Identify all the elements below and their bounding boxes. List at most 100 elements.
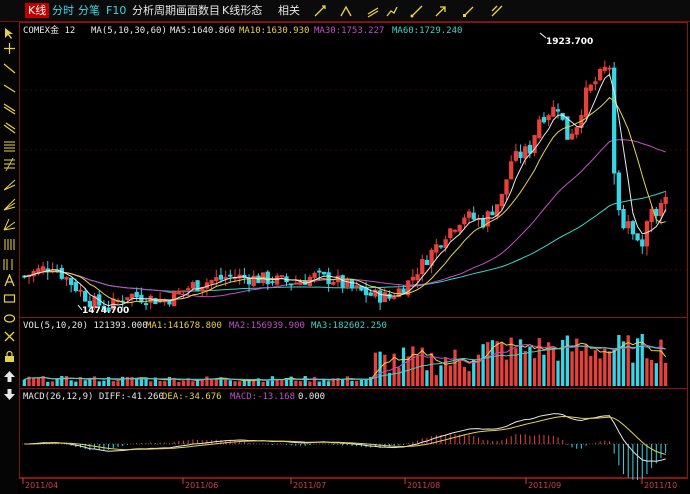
tab-period[interactable]: 分析周期 (132, 4, 176, 17)
candle-body (504, 179, 509, 195)
volume-bar (125, 377, 129, 386)
tab-related[interactable]: 相关 (278, 4, 300, 17)
volume-bars (22, 334, 668, 386)
volume-bar (355, 380, 359, 386)
channel-draw-icon[interactable] (3, 102, 16, 115)
volume-bar (570, 351, 574, 386)
volume-ma3-legend: MA3:182602.250 (311, 321, 387, 331)
volume-bar (177, 381, 181, 386)
cross-tool-icon[interactable] (3, 42, 16, 55)
volume-bar (495, 341, 499, 386)
macd-histogram (22, 433, 668, 480)
volume-bar (345, 376, 349, 386)
volume-bar (144, 377, 148, 386)
rectangle-tool-icon[interactable] (3, 292, 16, 305)
percent-lines-icon[interactable] (3, 158, 16, 171)
trend-tool-icon[interactable] (385, 4, 399, 18)
speed-line-icon[interactable] (3, 178, 16, 191)
candle-body (298, 281, 303, 285)
ellipse-tool-icon[interactable] (3, 312, 16, 325)
candle-body (129, 293, 135, 299)
volume-bar (41, 375, 45, 386)
volume-bar (139, 378, 144, 386)
candle-body (640, 239, 645, 247)
candle-body (532, 135, 537, 153)
volume-bar (631, 362, 635, 386)
volume-ma2-legend: MA2:156939.900 (229, 321, 305, 331)
candle-body (471, 212, 476, 220)
volume-bar (593, 350, 598, 386)
tab-ticks[interactable]: 分笔 (78, 4, 100, 17)
volume-bar (233, 381, 237, 386)
candle-body (583, 87, 589, 117)
volume-bar (191, 381, 195, 386)
channel-tool-icon[interactable] (366, 4, 380, 18)
volume-bar (617, 334, 621, 386)
arrow-up-icon[interactable] (3, 370, 16, 383)
delete-drawing-icon[interactable] (3, 330, 16, 343)
ray-tool-icon[interactable] (410, 4, 424, 18)
arrow-tool-icon[interactable] (434, 4, 448, 18)
candle-body (523, 146, 528, 159)
text-tool-icon[interactable] (3, 274, 16, 287)
volume-bar (420, 347, 424, 386)
lock-drawing-icon[interactable] (3, 350, 16, 363)
candle-body (537, 119, 542, 139)
angle-tool-icon[interactable] (339, 4, 353, 18)
tab-kline[interactable]: K线 (25, 3, 50, 18)
candle-body (420, 259, 425, 275)
candle-body (125, 297, 130, 301)
candle-body (635, 233, 640, 241)
line-tool-icon[interactable] (313, 4, 327, 18)
candle-body (593, 81, 598, 85)
volume-bar (532, 358, 537, 386)
ray-draw-icon[interactable] (3, 82, 16, 95)
candle-body (438, 245, 444, 248)
volume-bar (172, 377, 176, 386)
candle-body (485, 211, 490, 227)
volume-bar (523, 350, 527, 386)
volume-bar (406, 356, 410, 386)
candle-body (143, 303, 149, 306)
ma60-legend: MA60:1729.240 (392, 26, 462, 36)
fan-lines-icon[interactable] (3, 218, 16, 231)
volume-bar (551, 347, 555, 386)
volume-bar (659, 339, 663, 386)
candle-body (218, 274, 224, 280)
volume-bar (579, 350, 584, 386)
candle-body (546, 115, 551, 121)
volume-bar (575, 338, 579, 386)
candle-body (228, 274, 233, 277)
volume-bar (60, 375, 64, 386)
candle-body (251, 275, 256, 287)
cursor-tool-icon[interactable] (3, 27, 16, 40)
parallel-draw-icon[interactable] (3, 122, 16, 135)
arrow-down-icon[interactable] (3, 388, 16, 401)
volume-bar (565, 335, 569, 386)
tab-intraday[interactable]: 分时 (52, 4, 74, 17)
candle-body (274, 275, 280, 285)
volume-bar (121, 376, 125, 386)
ma10-legend: MA10:1630.930 (239, 26, 309, 36)
segment-tool-icon[interactable] (462, 4, 476, 18)
volume-bar (364, 379, 368, 386)
candle-body (312, 272, 317, 278)
fibonacci-icon[interactable] (3, 140, 16, 153)
volume-bar (439, 365, 443, 386)
candle-body (466, 211, 472, 218)
volume-bar (373, 352, 378, 386)
volume-ma-polyline (24, 345, 666, 381)
macd-lines (24, 413, 666, 462)
volume-bar (434, 375, 438, 386)
time-zones-icon[interactable] (3, 258, 16, 271)
parallel-tool-icon[interactable] (490, 4, 504, 18)
tab-kline-pattern[interactable]: K线形态 (222, 4, 263, 17)
cycle-lines-icon[interactable] (3, 238, 16, 251)
tab-layout-count[interactable]: 画面数目 (176, 4, 220, 17)
gann-fan-icon[interactable] (3, 198, 16, 211)
tab-f10[interactable]: F10 (106, 4, 127, 17)
volume-bar (607, 351, 612, 386)
line-draw-icon[interactable] (3, 62, 16, 75)
volume-bar (22, 379, 26, 386)
